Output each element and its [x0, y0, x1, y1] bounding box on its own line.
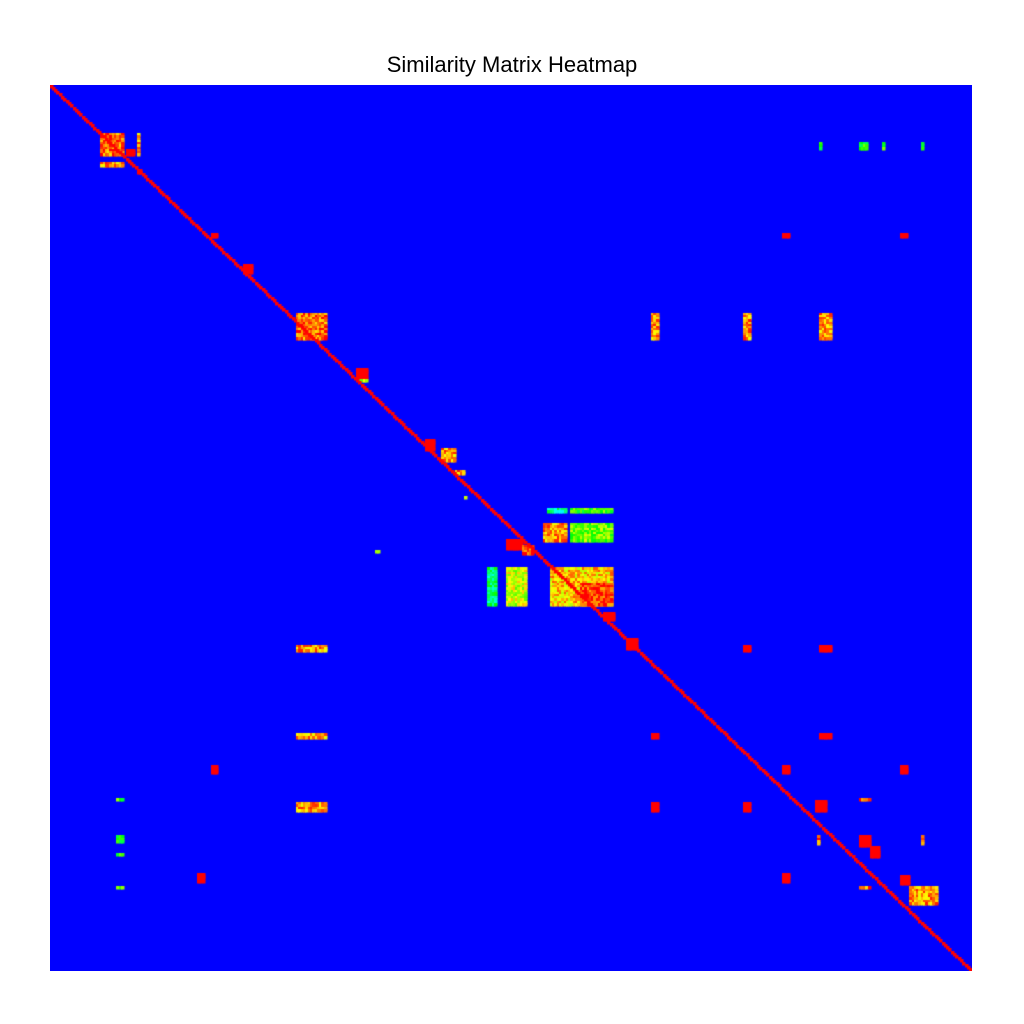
heatmap-canvas	[50, 85, 972, 971]
chart-title: Similarity Matrix Heatmap	[386, 52, 638, 77]
